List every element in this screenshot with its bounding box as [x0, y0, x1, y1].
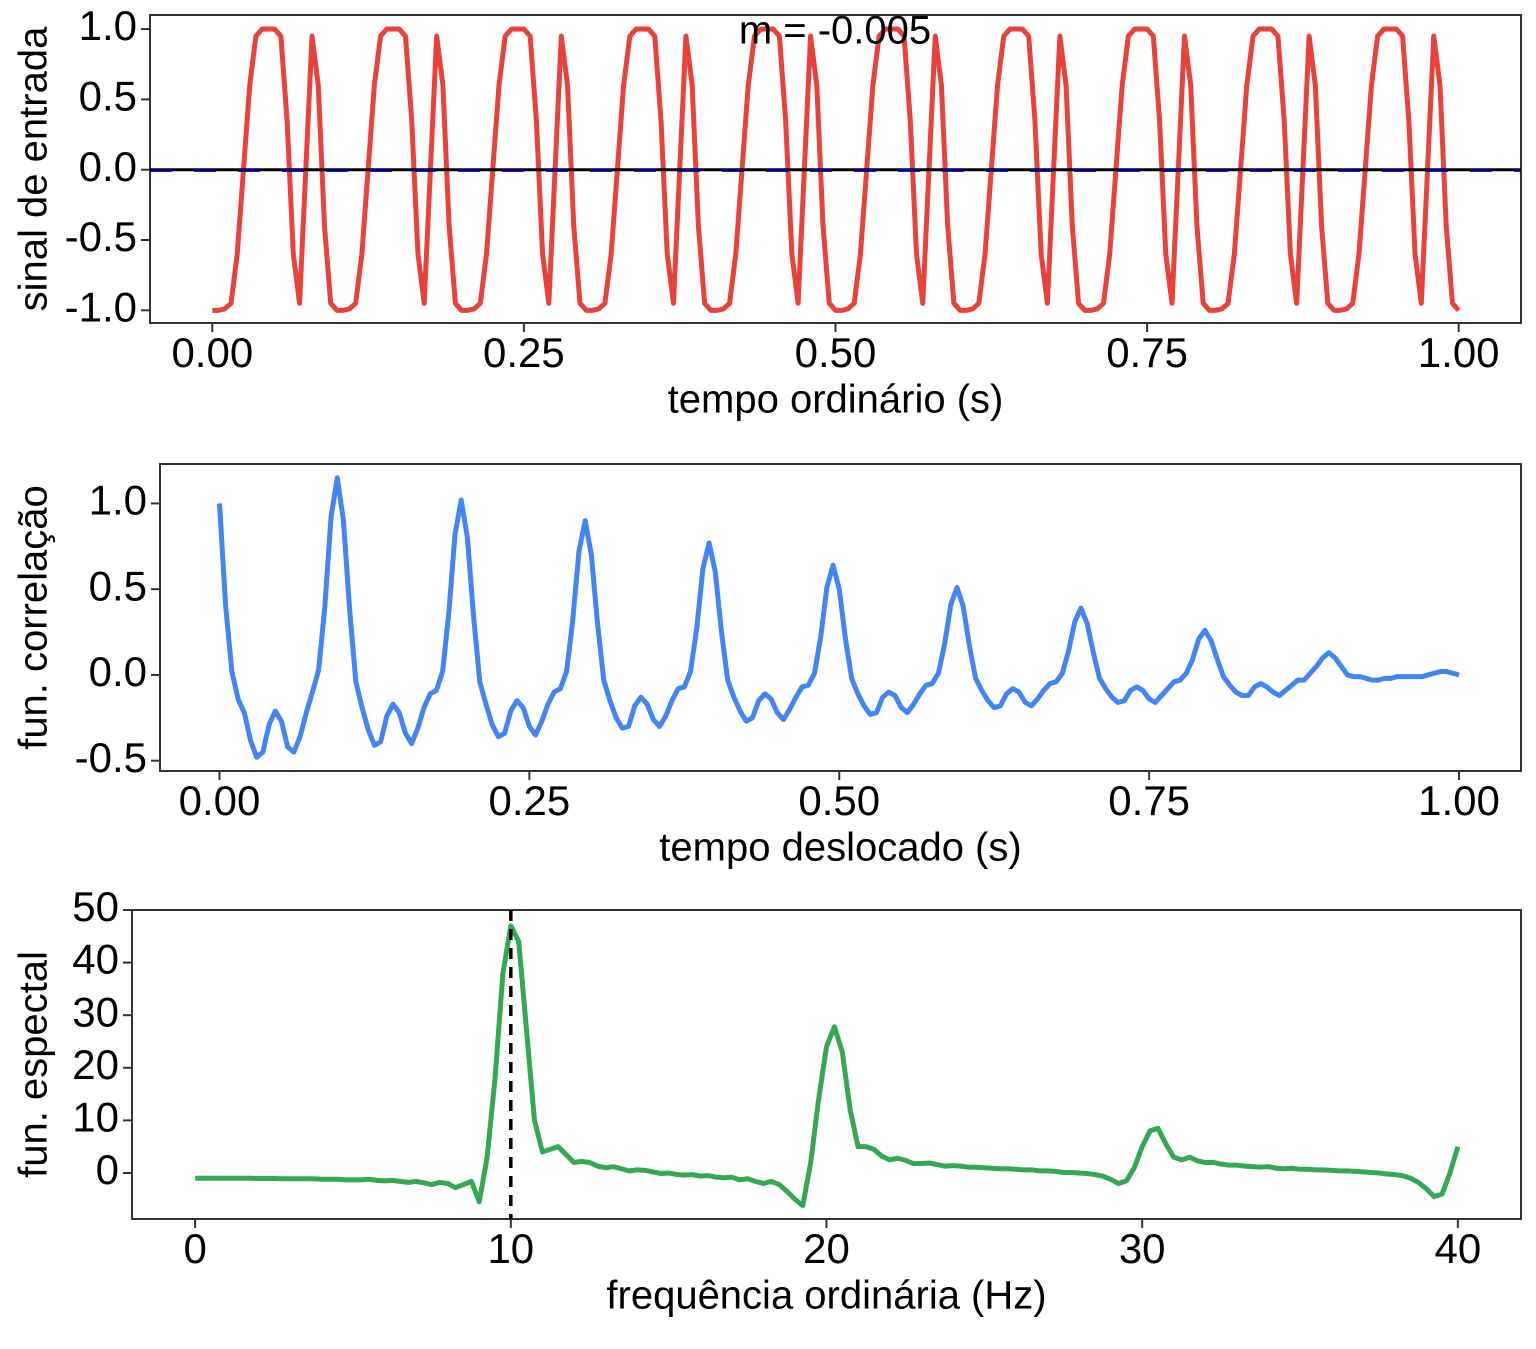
y-tick-label: 40 [72, 936, 119, 983]
data-line [217, 475, 1460, 760]
x-tick-label: 0.50 [795, 329, 877, 376]
x-tick-label: 0.25 [489, 777, 571, 824]
x-tick-label: 0.25 [483, 329, 565, 376]
x-tick-label: 1.00 [1418, 329, 1500, 376]
x-tick-label: 0.00 [171, 329, 253, 376]
plot-frame [159, 463, 1522, 772]
x-tick-label: 0.00 [179, 777, 261, 824]
y-tick-label: 0.0 [79, 143, 137, 190]
y-tick-label: 10 [72, 1093, 119, 1140]
annotation: m = -0.005 [739, 9, 931, 53]
y-tick-label: 0 [96, 1146, 119, 1193]
y-axis-title: sinal de entrada [12, 26, 56, 311]
x-axis-title: tempo ordinário (s) [668, 378, 1004, 422]
y-tick-label: 30 [72, 988, 119, 1035]
y-axis-title: fun. correlação [12, 485, 56, 750]
y-tick-label: 20 [72, 1041, 119, 1088]
y-tick-label: 1.0 [79, 2, 137, 49]
y-tick-label: 0.5 [79, 72, 137, 119]
y-tick-label: 1.0 [89, 477, 147, 524]
y-tick-label: -1.0 [65, 283, 137, 330]
y-tick-label: 50 [72, 883, 119, 930]
y-axis-title: fun. espectal [12, 951, 56, 1178]
x-tick-label: 40 [1435, 1225, 1482, 1272]
plot-frame [131, 909, 1522, 1220]
x-axis-title: frequência ordinária (Hz) [606, 1274, 1046, 1318]
x-tick-label: 0.50 [798, 777, 880, 824]
y-tick-label: -0.5 [65, 213, 137, 260]
x-tick-label: 0 [183, 1225, 206, 1272]
x-tick-label: 20 [803, 1225, 850, 1272]
x-tick-label: 0.75 [1108, 777, 1190, 824]
data-line [195, 923, 1461, 1209]
y-tick-label: -0.5 [75, 734, 147, 781]
x-tick-label: 30 [1119, 1225, 1166, 1272]
y-tick-label: 0.0 [89, 648, 147, 695]
y-tick-label: 0.5 [89, 562, 147, 609]
data-line [212, 26, 1461, 313]
x-tick-label: 1.00 [1418, 777, 1500, 824]
x-axis-title: tempo deslocado (s) [659, 826, 1021, 870]
x-tick-label: 0.75 [1106, 329, 1188, 376]
x-tick-label: 10 [487, 1225, 534, 1272]
